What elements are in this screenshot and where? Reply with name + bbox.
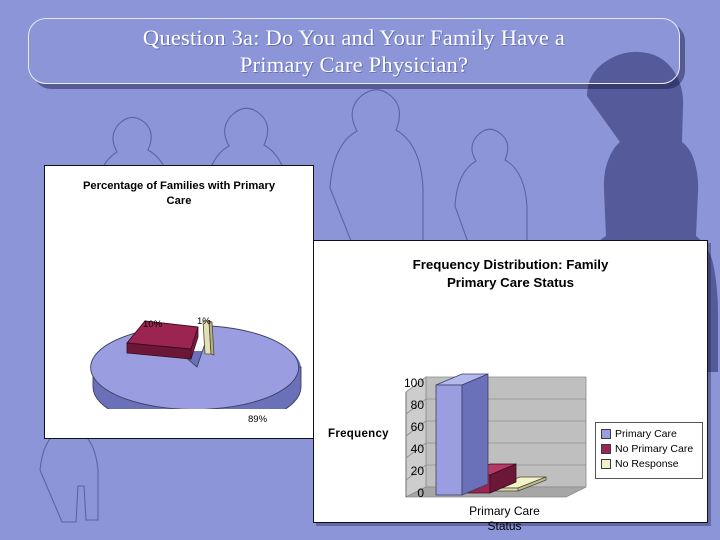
y-tick-0: 0 <box>417 486 424 500</box>
pie-chart-title: Percentage of Families with Primary Care <box>82 180 276 207</box>
pie-label-no-primary-care: 10% <box>143 319 163 330</box>
bar-chart-legend: Primary Care No Primary Care No Response <box>595 422 703 479</box>
y-tick-100: 100 <box>403 376 424 390</box>
legend-swatch-no-primary-care <box>601 444 611 454</box>
legend-label-no-response: No Response <box>615 458 679 470</box>
y-axis-ticks: 100 80 60 40 20 0 <box>392 376 424 500</box>
pie-label-primary-care: 89% <box>248 414 268 425</box>
legend-swatch-primary-care <box>601 429 611 439</box>
pie-chart-panel: Percentage of Families with Primary Care <box>44 165 314 439</box>
legend-item-no-primary-care: No Primary Care <box>601 443 697 455</box>
slide-title-banner: Question 3a: Do You and Your Family Have… <box>28 18 680 84</box>
legend-item-primary-care: Primary Care <box>601 428 697 440</box>
legend-label-primary-care: Primary Care <box>615 428 677 440</box>
page-title: Question 3a: Do You and Your Family Have… <box>142 25 566 77</box>
pie-label-no-response: 1% <box>197 316 211 327</box>
x-axis-title: Primary Care Status <box>469 504 540 533</box>
y-tick-80: 80 <box>410 398 424 412</box>
bar-chart-panel: Frequency Distribution: Family Primary C… <box>313 240 709 533</box>
legend-label-no-primary-care: No Primary Care <box>615 443 694 455</box>
y-tick-60: 60 <box>410 420 424 434</box>
y-tick-20: 20 <box>410 464 424 478</box>
pie-chart-area: 10% 1% 89% <box>45 209 315 430</box>
bar-chart-graphic <box>405 373 587 498</box>
legend-item-no-response: No Response <box>601 458 697 470</box>
pie-chart-graphic <box>90 320 302 430</box>
bar-chart-area: 100 80 60 40 20 0 Frequency Primary Care… <box>314 292 709 533</box>
legend-swatch-no-response <box>601 459 611 469</box>
y-tick-40: 40 <box>410 442 424 456</box>
bar-chart-title: Frequency Distribution: Family Primary C… <box>412 257 609 290</box>
y-axis-title: Frequency <box>328 428 389 440</box>
